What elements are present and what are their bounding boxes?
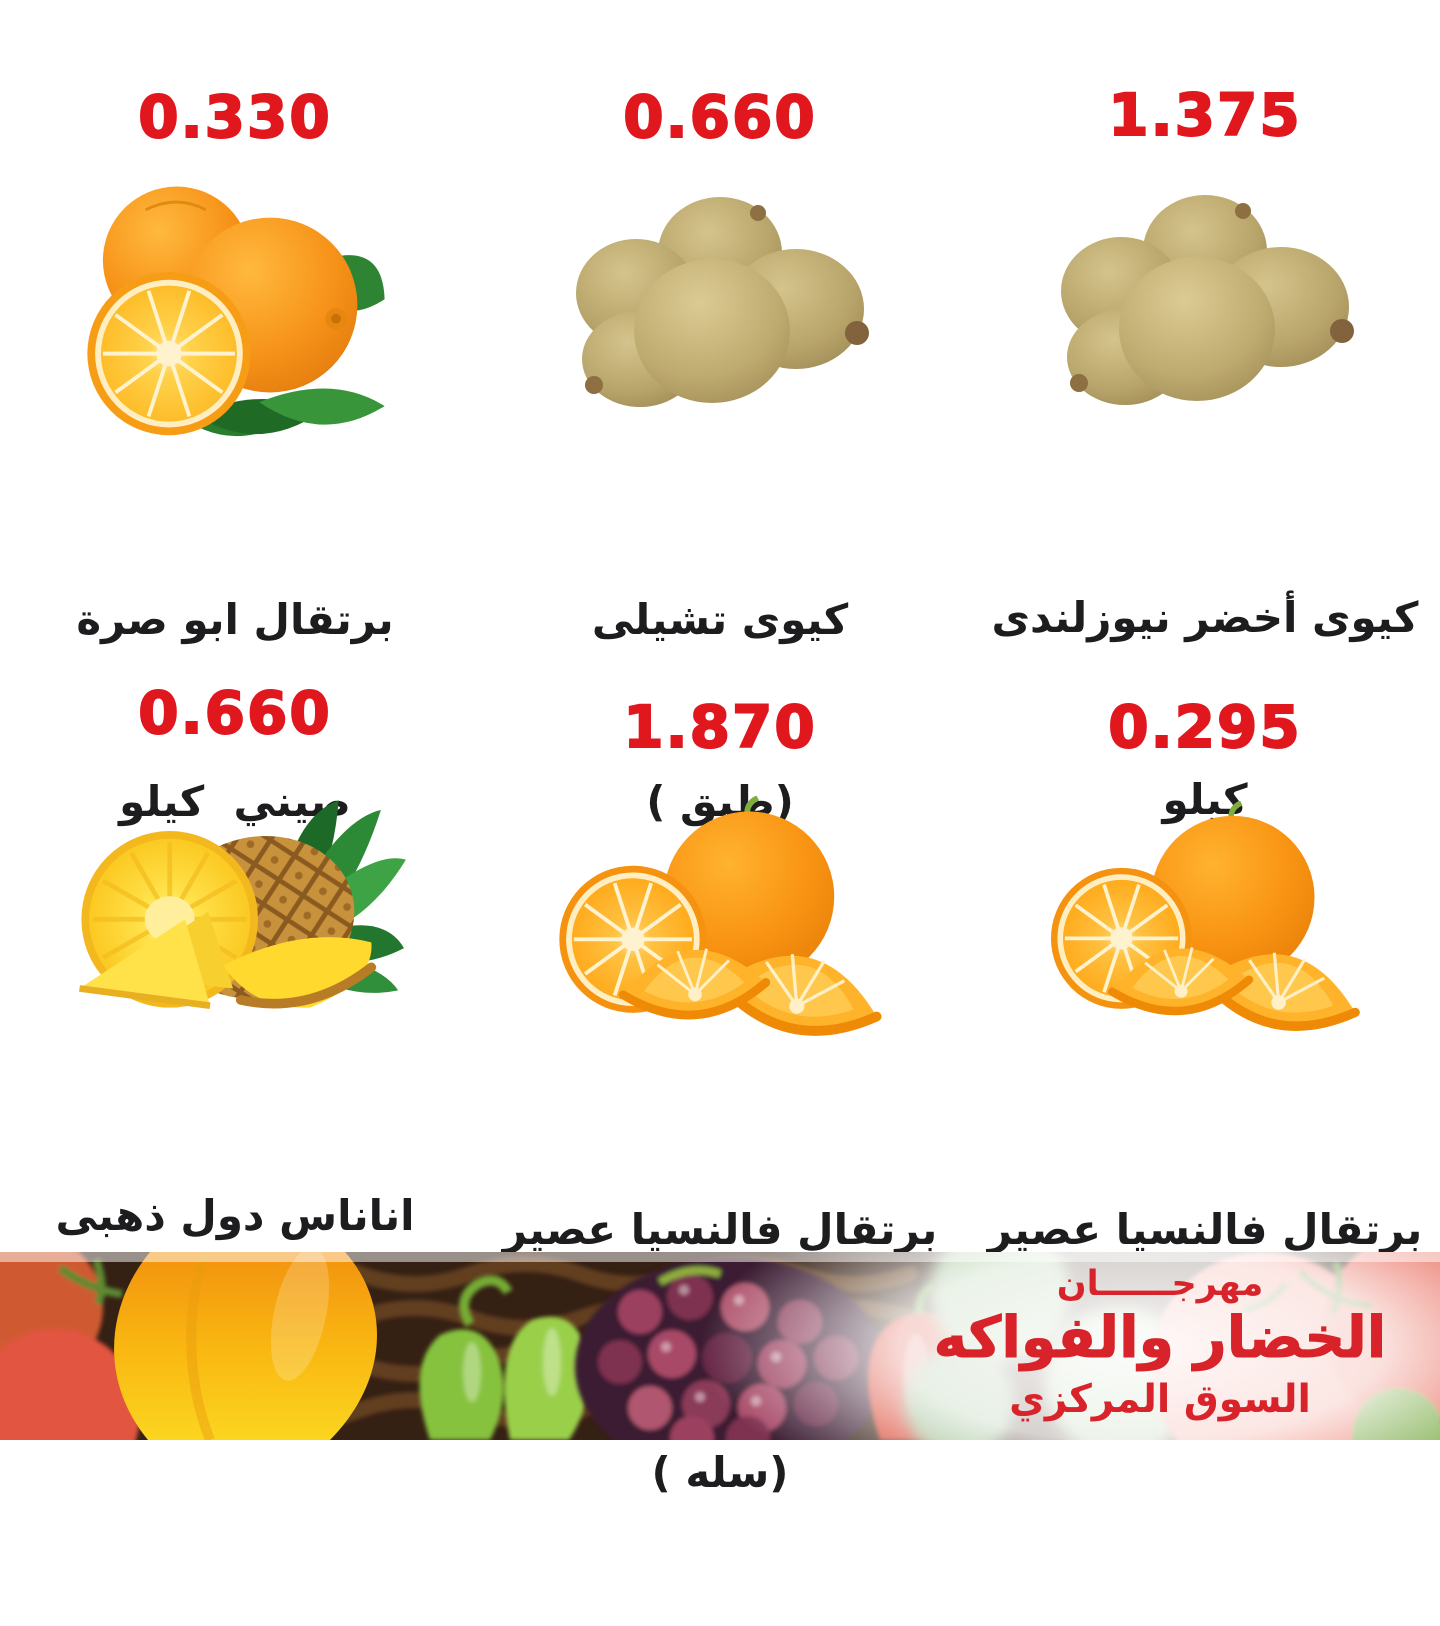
banner-text-block: مهرجــــــان الخضار والفواكه السوق المرك… — [900, 1262, 1420, 1426]
product-image-kiwi — [560, 164, 880, 450]
product-name-line1: برتقال فالنسيا عصير — [502, 1204, 938, 1254]
product-card-kiwi-nz: 1.375 — [985, 80, 1425, 953]
product-card-orange-navel: 0.330 — [15, 82, 455, 955]
banner-subtitle: السوق المركزي — [1009, 1377, 1311, 1422]
product-card-kiwi-chile: 0.660 — [500, 82, 940, 955]
product-image-oranges — [79, 164, 391, 450]
oranges-illustration — [87, 186, 385, 437]
orange-wedges-illustration — [559, 796, 882, 1036]
product-image-pineapple — [62, 760, 408, 1046]
pineapple-illustration — [79, 800, 406, 1010]
kiwi-illustration — [1061, 195, 1354, 405]
product-image-orange-wedges — [555, 774, 885, 1060]
product-name-line1: برتقال فالنسيا عصير — [987, 1204, 1423, 1254]
product-card-orange-valencia-kg: 0.295 — [985, 692, 1425, 1565]
product-name-line1: كيوى تشيلى — [591, 594, 849, 644]
product-name-line1: برتقال ابو صرة — [76, 594, 394, 644]
kiwi-illustration — [576, 197, 869, 407]
product-image-kiwi — [1045, 162, 1365, 448]
product-name-line1: كيوى أخضر نيوزلندى — [991, 592, 1419, 642]
price-value: 0.295 — [1107, 692, 1302, 762]
product-image-orange-wedges — [1047, 774, 1363, 1060]
product-name: كيوى أخضر نيوزلندى كيلو — [992, 466, 1419, 953]
price-value: 0.660 — [622, 82, 817, 152]
footer-banner: مهرجــــــان الخضار والفواكه السوق المرك… — [0, 1252, 1440, 1440]
price-value: 0.660 — [137, 678, 332, 748]
orange-wedges-illustration — [1050, 801, 1360, 1031]
price-value: 0.330 — [137, 82, 332, 152]
price-value: 1.375 — [1107, 80, 1302, 150]
product-name-line1: اناناس دول ذهبى — [55, 1190, 415, 1240]
product-card-orange-valencia-basket: 1.870 — [500, 692, 940, 1626]
banner-title: الخضار والفواكه — [933, 1305, 1387, 1371]
banner-festival-word: مهرجــــــان — [1056, 1264, 1264, 1304]
produce-photo-banner — [0, 1252, 1440, 1440]
price-value: 1.870 — [622, 692, 817, 762]
